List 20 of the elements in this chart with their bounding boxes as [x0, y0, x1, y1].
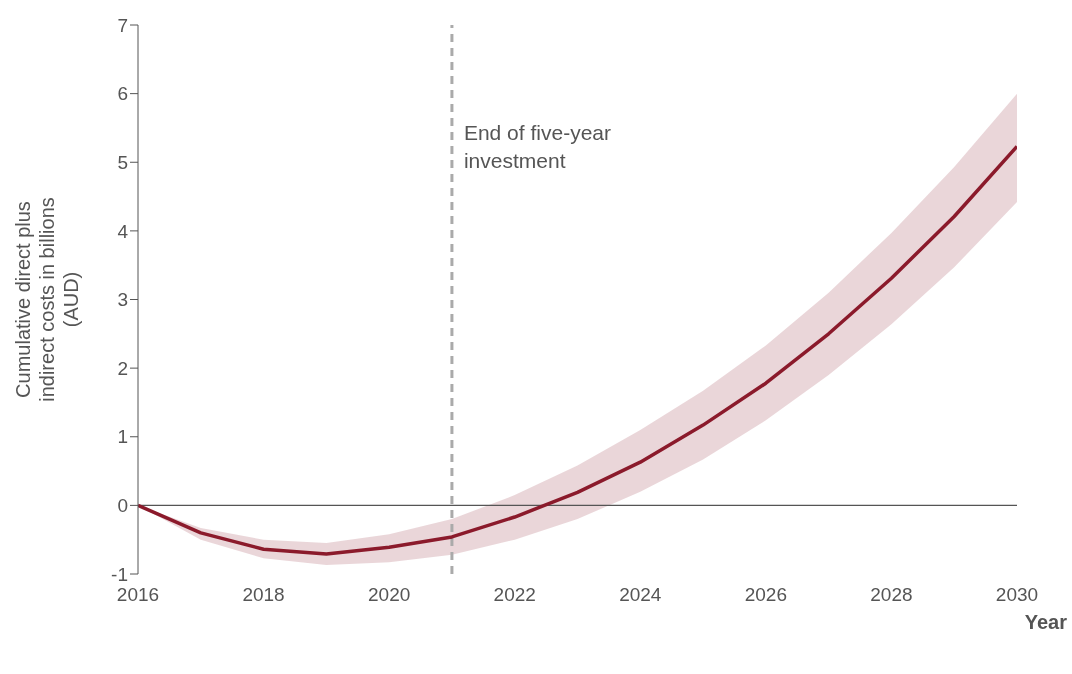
y-axis-title: Cumulative direct plus indirect costs in billions (AUD)	[12, 197, 82, 402]
x-tick-label: 2022	[493, 584, 536, 606]
y-tick-label: 3	[117, 289, 128, 311]
x-tick-label: 2028	[870, 584, 913, 606]
y-tick-label: 5	[117, 151, 128, 173]
y-tick-label: 4	[117, 220, 129, 242]
ref-line-label: End of five-year investment	[463, 121, 612, 172]
x-tick-label: 2020	[368, 584, 411, 606]
x-tick-label: 2026	[744, 584, 787, 606]
x-tick-label: 2030	[995, 584, 1039, 606]
x-tick-label: 2018	[242, 584, 285, 606]
y-tick-label: 2	[117, 357, 128, 379]
y-tick-label: 1	[117, 426, 128, 448]
x-tick-label: 2024	[619, 584, 662, 606]
y-tick-label: 7	[117, 14, 128, 36]
y-tick-label: 6	[117, 83, 128, 105]
y-tick-label: 0	[117, 495, 128, 517]
x-tick-label: 2016	[116, 584, 160, 606]
x-axis-title: Year	[1024, 611, 1068, 633]
y-tick-label: -1	[111, 563, 128, 585]
